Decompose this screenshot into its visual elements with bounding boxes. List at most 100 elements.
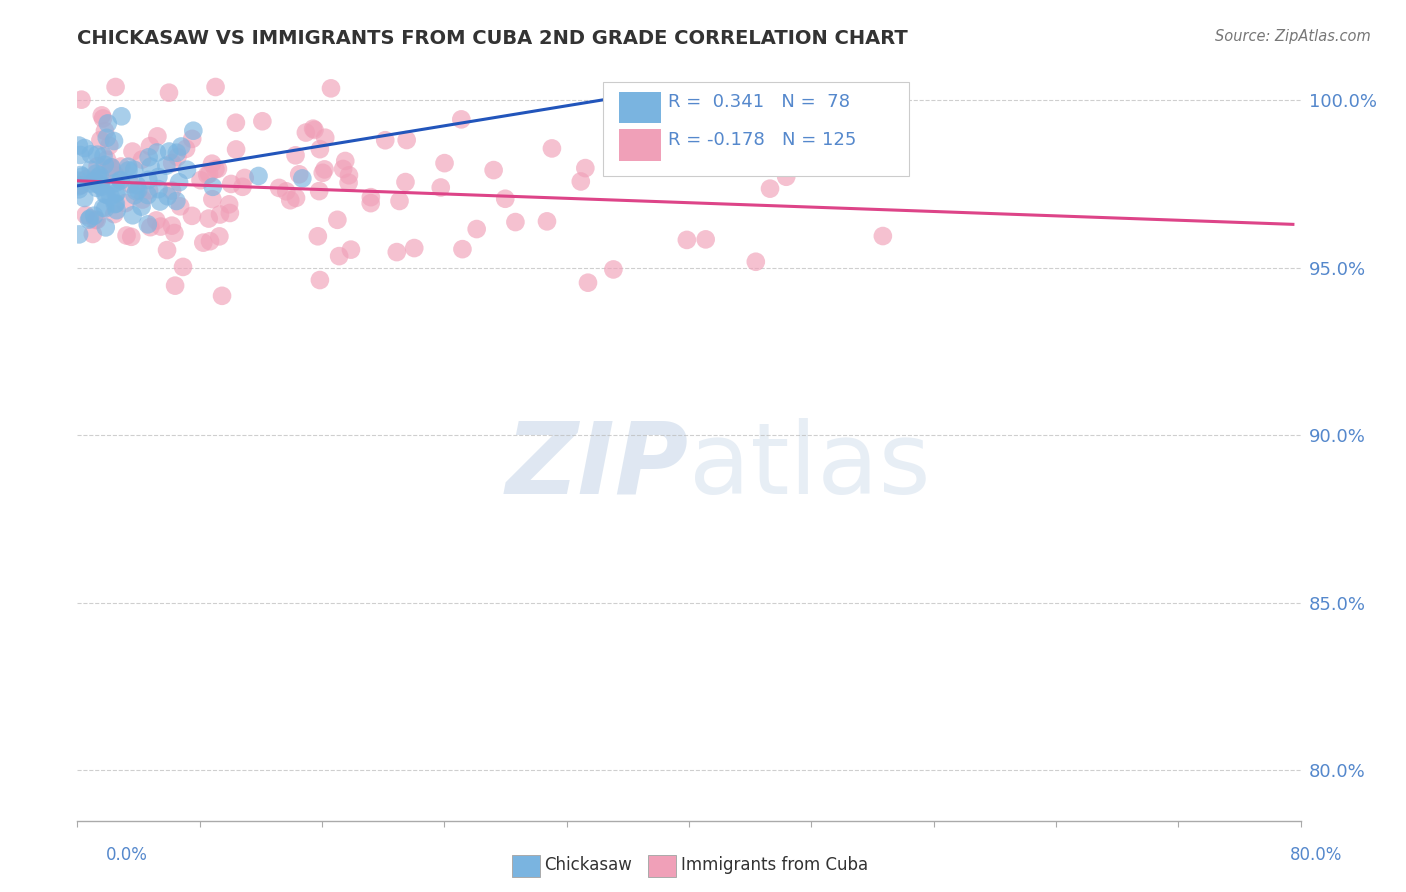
- Point: [103, 207, 125, 221]
- FancyBboxPatch shape: [619, 129, 661, 161]
- Point: [96, 153, 118, 167]
- Point: [146, 129, 169, 144]
- Point: [86, 177, 108, 191]
- Point: [404, 241, 426, 255]
- Point: [157, 86, 180, 100]
- FancyBboxPatch shape: [619, 92, 661, 123]
- Point: [131, 153, 153, 167]
- Point: [433, 156, 456, 170]
- Point: [89, 169, 111, 183]
- Point: [120, 229, 142, 244]
- Point: [105, 185, 128, 199]
- Point: [156, 189, 179, 203]
- Point: [218, 206, 240, 220]
- Point: [302, 121, 325, 136]
- Point: [374, 133, 396, 147]
- Point: [91, 201, 114, 215]
- Point: [69, 178, 91, 193]
- Y-axis label: 2nd Grade: 2nd Grade: [0, 400, 8, 488]
- Point: [231, 179, 253, 194]
- Point: [211, 289, 233, 303]
- Point: [69, 148, 91, 162]
- Point: [121, 145, 143, 159]
- Point: [176, 162, 198, 177]
- Point: [69, 178, 91, 192]
- Point: [148, 169, 170, 184]
- Point: [308, 184, 330, 198]
- Point: [67, 179, 90, 194]
- Point: [276, 185, 298, 199]
- Point: [394, 175, 416, 189]
- Point: [208, 229, 231, 244]
- Point: [84, 212, 107, 227]
- Point: [181, 209, 204, 223]
- Point: [745, 254, 768, 268]
- Point: [138, 150, 160, 164]
- Point: [759, 181, 782, 195]
- Point: [170, 139, 193, 153]
- Point: [89, 178, 111, 192]
- Point: [94, 158, 117, 172]
- Point: [82, 227, 104, 241]
- Point: [98, 138, 121, 153]
- Point: [149, 194, 172, 209]
- Point: [167, 175, 190, 189]
- Point: [67, 227, 90, 242]
- Point: [100, 161, 122, 176]
- Point: [337, 168, 360, 182]
- Point: [110, 173, 132, 187]
- Point: [100, 161, 122, 175]
- Point: [86, 213, 108, 227]
- Point: [569, 174, 592, 188]
- Text: Chickasaw: Chickasaw: [544, 856, 633, 874]
- Point: [139, 220, 162, 235]
- Point: [219, 177, 242, 191]
- Point: [94, 202, 117, 216]
- Point: [104, 196, 127, 211]
- Point: [314, 130, 336, 145]
- Point: [181, 132, 204, 146]
- Point: [90, 108, 112, 122]
- Point: [105, 203, 128, 218]
- Point: [195, 168, 218, 182]
- Point: [165, 278, 187, 293]
- Point: [100, 189, 122, 203]
- Point: [115, 228, 138, 243]
- Text: Source: ZipAtlas.com: Source: ZipAtlas.com: [1215, 29, 1371, 44]
- Point: [94, 220, 117, 235]
- FancyBboxPatch shape: [603, 82, 910, 177]
- Point: [451, 242, 474, 256]
- Point: [204, 162, 226, 177]
- Point: [89, 174, 111, 188]
- Point: [429, 180, 451, 194]
- Point: [166, 145, 188, 160]
- Point: [86, 147, 108, 161]
- Point: [225, 116, 247, 130]
- Point: [96, 187, 118, 202]
- Point: [93, 149, 115, 163]
- Point: [160, 184, 183, 198]
- Point: [67, 138, 90, 153]
- Point: [233, 171, 256, 186]
- Point: [360, 190, 382, 204]
- Point: [110, 160, 132, 174]
- Point: [84, 174, 107, 188]
- Point: [872, 229, 894, 244]
- Point: [73, 191, 96, 205]
- Point: [169, 199, 191, 213]
- Point: [75, 172, 97, 186]
- Point: [747, 146, 769, 161]
- Point: [121, 208, 143, 222]
- Point: [94, 124, 117, 138]
- Point: [304, 123, 326, 137]
- Point: [127, 183, 149, 197]
- Point: [75, 208, 97, 222]
- Point: [201, 179, 224, 194]
- Point: [307, 229, 329, 244]
- Point: [67, 182, 90, 196]
- Point: [148, 182, 170, 196]
- Point: [332, 161, 354, 176]
- Point: [110, 174, 132, 188]
- Point: [131, 200, 153, 214]
- Point: [388, 194, 411, 208]
